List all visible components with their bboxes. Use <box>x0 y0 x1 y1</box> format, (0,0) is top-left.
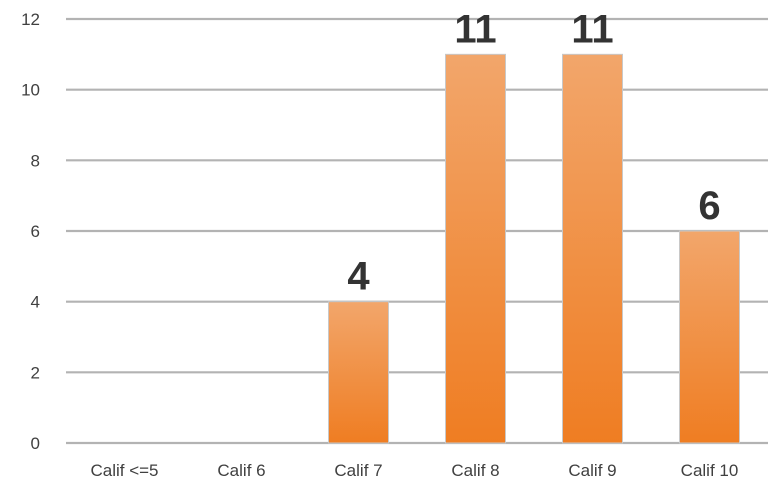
x-category-label-0: Calif <=5 <box>90 461 158 480</box>
x-category-label-3: Calif 8 <box>451 461 499 480</box>
bar-2 <box>328 301 389 444</box>
data-label-2: 4 <box>347 255 370 299</box>
y-tick-label-12: 12 <box>21 10 40 29</box>
y-tick-label-0: 0 <box>31 434 40 453</box>
x-category-label-2: Calif 7 <box>334 461 382 480</box>
y-tick-label-10: 10 <box>21 81 40 100</box>
bar-5 <box>679 230 740 444</box>
y-tick-label-6: 6 <box>31 222 40 241</box>
y-tick-label-4: 4 <box>31 293 40 312</box>
y-axis-tick-labels: 0 2 4 6 8 10 12 <box>21 10 40 453</box>
gridlines <box>66 17 768 445</box>
x-category-label-4: Calif 9 <box>568 461 616 480</box>
x-category-label-5: Calif 10 <box>681 461 739 480</box>
data-labels: 4 11 11 6 <box>347 7 720 298</box>
y-tick-label-8: 8 <box>31 151 40 170</box>
bar-3 <box>445 53 506 444</box>
x-category-label-1: Calif 6 <box>217 461 265 480</box>
x-axis-category-labels: Calif <=5 Calif 6 Calif 7 Calif 8 Calif 9 Cal… <box>90 461 738 480</box>
data-label-3: 11 <box>454 7 496 51</box>
bars <box>328 53 740 444</box>
data-label-5: 6 <box>698 184 720 228</box>
data-label-4: 11 <box>571 7 613 51</box>
bar-4 <box>562 53 623 444</box>
y-tick-label-2: 2 <box>31 363 40 382</box>
